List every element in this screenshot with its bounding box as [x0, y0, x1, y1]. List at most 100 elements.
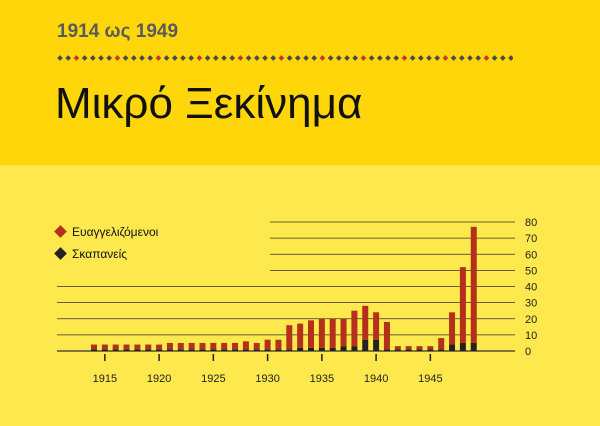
bar-pioneers — [210, 349, 217, 351]
x-tick-label: 1920 — [147, 373, 171, 385]
bar-evangelists — [394, 346, 401, 350]
bar-evangelists — [166, 342, 173, 350]
bar-evangelists — [427, 346, 434, 350]
divider-dot — [106, 55, 113, 61]
bar-evangelists — [123, 344, 130, 350]
bar-evangelists — [438, 338, 445, 350]
header-band — [0, 0, 600, 165]
bar-pioneers — [166, 349, 173, 351]
y-tick-label: 10 — [525, 330, 537, 342]
x-tick-label: 1930 — [255, 373, 279, 385]
bar-evangelists — [91, 344, 97, 350]
y-tick-label: 50 — [525, 265, 537, 277]
bar-pioneers — [438, 349, 445, 351]
bar-evangelists — [405, 346, 412, 350]
bar-evangelists — [264, 339, 271, 350]
bar-evangelists — [232, 342, 239, 350]
y-tick-label: 80 — [525, 217, 537, 229]
y-tick-label: 60 — [525, 249, 537, 261]
bar-pioneers — [351, 346, 358, 351]
bar-pioneers — [232, 349, 239, 351]
bar-pioneers — [177, 349, 184, 351]
divider-dot — [163, 55, 170, 61]
bar-evangelists — [383, 321, 390, 350]
bar-evangelists — [459, 267, 466, 343]
bar-pioneers — [145, 349, 152, 351]
bar-evangelists — [470, 226, 477, 343]
bar-pioneers — [101, 349, 108, 351]
x-tick-label: 1945 — [418, 373, 442, 385]
dotted-divider — [57, 55, 513, 61]
bar-evangelists — [275, 339, 282, 350]
bar-pioneers — [221, 349, 228, 351]
bar-evangelists — [318, 318, 325, 348]
bar-evangelists — [416, 346, 423, 350]
bar-pioneers — [329, 347, 336, 351]
period-label: 1914 ως 1949 — [57, 21, 179, 42]
bar-evangelists — [199, 342, 206, 350]
bar-pioneers — [308, 347, 314, 351]
bar-evangelists — [145, 344, 152, 350]
divider-dot — [294, 55, 301, 61]
bar-evangelists — [242, 341, 249, 350]
bar-evangelists — [351, 310, 358, 347]
x-tick-label: 1915 — [93, 373, 117, 385]
bar-pioneers — [416, 349, 423, 351]
bar-evangelists — [373, 312, 380, 340]
bar-pioneers — [242, 349, 249, 351]
y-tick-label: 70 — [525, 233, 537, 245]
y-tick-label: 30 — [525, 298, 537, 310]
bar-pioneers — [112, 349, 119, 351]
bar-pioneers — [156, 349, 163, 351]
bar-pioneers — [470, 342, 477, 351]
divider-dot — [270, 55, 277, 61]
bar-pioneers — [134, 349, 141, 351]
legend-swatch — [54, 247, 67, 260]
bar-pioneers — [383, 349, 390, 351]
bar-evangelists — [188, 342, 195, 350]
legend-label: Σκαπανείς — [72, 247, 127, 261]
divider-dot — [155, 55, 162, 61]
bar-evangelists — [362, 305, 369, 340]
bar-evangelists — [101, 344, 108, 350]
bar-evangelists — [253, 342, 260, 350]
bar-pioneers — [275, 349, 282, 351]
x-tick-label: 1940 — [364, 373, 388, 385]
bar-evangelists — [134, 344, 141, 350]
bar-pioneers — [123, 349, 130, 351]
bar-evangelists — [177, 342, 184, 350]
bar-pioneers — [253, 349, 260, 351]
y-tick-label: 20 — [525, 314, 537, 326]
x-tick-label: 1925 — [201, 373, 225, 385]
divider-dot — [89, 55, 96, 61]
bar-evangelists — [308, 320, 314, 348]
y-tick-label: 0 — [525, 346, 531, 358]
bar-pioneers — [264, 349, 271, 351]
bar-pioneers — [459, 342, 466, 351]
bar-evangelists — [449, 312, 456, 345]
bar-evangelists — [112, 344, 119, 350]
bar-pioneers — [286, 349, 293, 351]
bar-pioneers — [199, 349, 206, 351]
y-tick-label: 40 — [525, 282, 537, 294]
bar-evangelists — [286, 325, 293, 350]
bar-pioneers — [340, 346, 347, 351]
bar-pioneers — [405, 349, 412, 351]
bar-pioneers — [188, 349, 195, 351]
bar-evangelists — [297, 323, 304, 348]
bar-pioneers — [449, 344, 456, 351]
bar-evangelists — [210, 342, 217, 350]
bar-pioneers — [394, 349, 401, 351]
bar-pioneers — [91, 349, 97, 351]
bar-pioneers — [297, 347, 304, 351]
bar-evangelists — [340, 318, 347, 347]
bar-evangelists — [156, 344, 163, 350]
page-title: Μικρό Ξεκίνημα — [55, 79, 363, 128]
x-tick-label: 1935 — [310, 373, 334, 385]
legend-swatch — [54, 225, 67, 238]
bar-pioneers — [427, 349, 434, 351]
bar-evangelists — [221, 342, 228, 350]
bar-pioneers — [373, 339, 380, 351]
bar-evangelists — [329, 318, 336, 348]
